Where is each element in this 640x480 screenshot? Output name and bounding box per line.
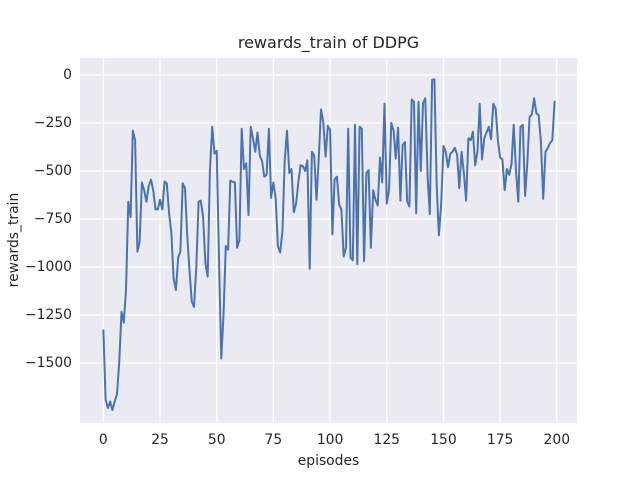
x-tick-label: 100 (316, 432, 344, 448)
x-tick-label: 75 (264, 432, 283, 448)
series-line (102, 78, 556, 412)
y-tick-label: −500 (33, 162, 72, 179)
x-tick-label: 0 (98, 432, 108, 448)
y-tick-label: −250 (33, 114, 72, 131)
y-tick-label: −1250 (25, 307, 72, 324)
y-axis-label: rewards_train (6, 192, 22, 288)
plot-area (80, 58, 577, 423)
chart-title: rewards_train of DDPG (237, 33, 420, 52)
x-tick-label: 200 (543, 432, 571, 448)
x-tick-label: 50 (207, 432, 226, 448)
x-tick-label: 150 (430, 432, 457, 448)
x-axis-label: episodes (297, 453, 360, 469)
x-tick-label: 175 (486, 432, 514, 448)
x-tick-label: 25 (151, 432, 169, 448)
y-tick-label: 0 (63, 66, 72, 83)
y-tick-label: −1500 (25, 355, 72, 372)
x-tick-label: 125 (373, 432, 401, 448)
y-tick-label: −1000 (25, 259, 72, 275)
y-tick-label: −750 (33, 210, 72, 227)
line-chart (80, 58, 577, 423)
